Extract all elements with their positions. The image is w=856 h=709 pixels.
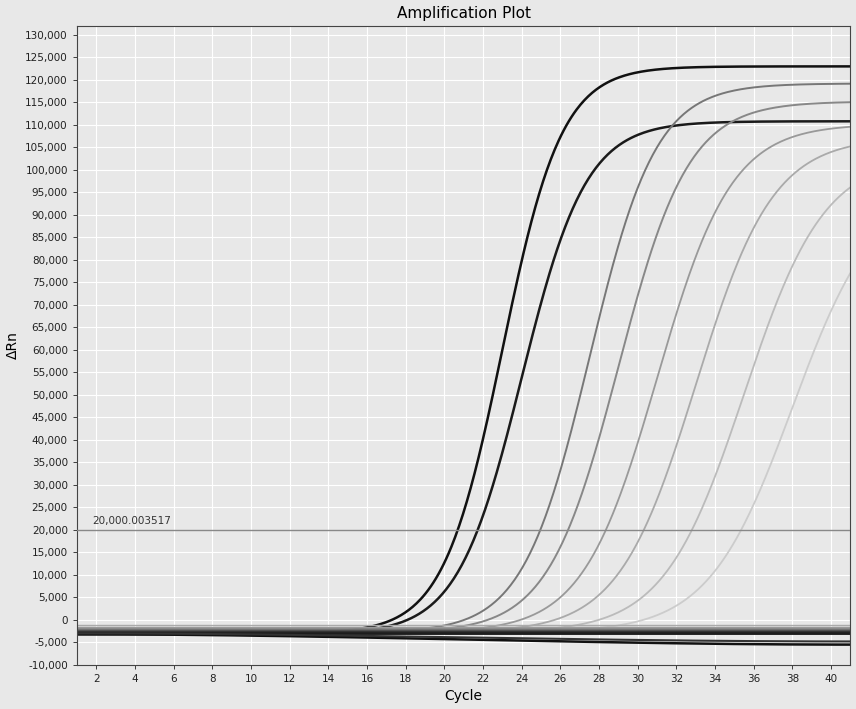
Title: Amplification Plot: Amplification Plot [396, 6, 531, 21]
Y-axis label: ΔRn: ΔRn [5, 331, 20, 359]
X-axis label: Cycle: Cycle [444, 689, 483, 703]
Text: 20,000.003517: 20,000.003517 [92, 516, 171, 527]
